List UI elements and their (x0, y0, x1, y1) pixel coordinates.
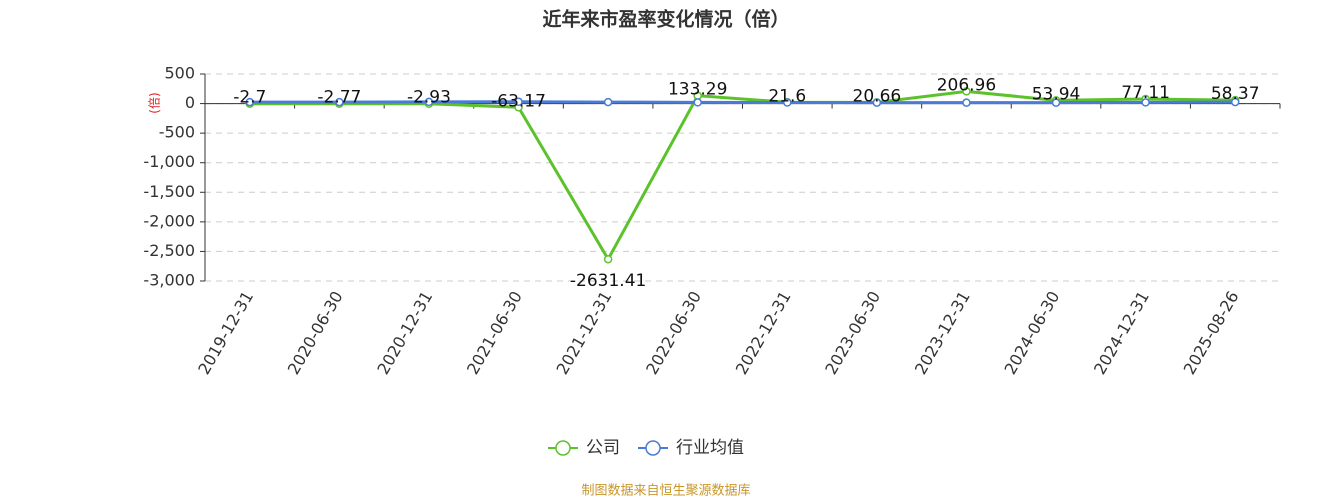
x-tick-label: 2021-06-30 (463, 288, 526, 378)
y-tick-label: -1,000 (143, 152, 195, 171)
data-label: 58.37 (1211, 84, 1260, 104)
y-tick-label: -2,500 (143, 241, 195, 260)
x-tick-label: 2022-06-30 (642, 288, 705, 378)
data-label: -2.77 (317, 88, 361, 108)
x-tick-label: 2024-12-31 (1090, 288, 1153, 378)
point (1230, 97, 1240, 107)
data-label: 133.29 (668, 80, 727, 100)
point (335, 97, 344, 107)
y-tick-label: 0 (185, 93, 195, 112)
point (1141, 98, 1150, 107)
x-tick-label: 2020-06-30 (284, 288, 347, 378)
x-tick-label: 2020-12-31 (373, 288, 436, 378)
x-tick-label: 2022-12-31 (732, 288, 795, 378)
data-label: -2.93 (407, 88, 451, 108)
series-line (249, 100, 1236, 105)
y-tick-label: 500 (164, 64, 195, 83)
data-label: 206.96 (937, 75, 996, 95)
point (783, 98, 792, 107)
x-tick-label: 2025-08-26 (1180, 288, 1243, 378)
legend-label: 行业均值 (676, 438, 744, 458)
x-tick-label: 2023-12-31 (911, 288, 974, 378)
point (1051, 98, 1061, 107)
data-label: 21.6 (768, 86, 806, 106)
y-tick-label: -1,500 (143, 182, 195, 201)
point (962, 87, 971, 96)
data-label: 53.94 (1032, 84, 1081, 104)
legend-marker (645, 440, 661, 456)
x-tick-label: 2024-06-30 (1000, 288, 1063, 378)
point (603, 97, 613, 107)
data-label: -2.7 (233, 88, 266, 108)
source: 制图数据来自恒生聚源数据库 (581, 483, 750, 499)
legend-item: 公司 (548, 438, 620, 458)
x-tick-label: 2021-12-31 (553, 288, 616, 378)
data-label: -63.17 (491, 91, 546, 111)
y-tick-label: -2,000 (143, 211, 195, 230)
data-label: 77.11 (1121, 83, 1170, 103)
data-label: -2631.41 (570, 271, 646, 291)
point (245, 97, 255, 107)
y-axis-label: (倍) (147, 92, 162, 113)
point (424, 97, 434, 107)
series-line (249, 89, 1236, 263)
point (603, 254, 613, 264)
chart-title: 近年来市盈率变化情况（倍） (542, 8, 789, 31)
legend-label: 公司 (586, 438, 620, 458)
legend-marker (555, 440, 571, 456)
x-tick-label: 2019-12-31 (194, 288, 257, 378)
point (693, 98, 702, 107)
point (962, 98, 971, 107)
point (872, 98, 882, 107)
point (514, 97, 523, 107)
x-tick-label: 2023-06-30 (821, 288, 884, 378)
y-tick-label: -500 (159, 123, 195, 142)
legend-item: 行业均值 (638, 438, 744, 458)
data-label: 20.66 (853, 86, 902, 106)
y-tick-label: -3,000 (143, 271, 195, 290)
